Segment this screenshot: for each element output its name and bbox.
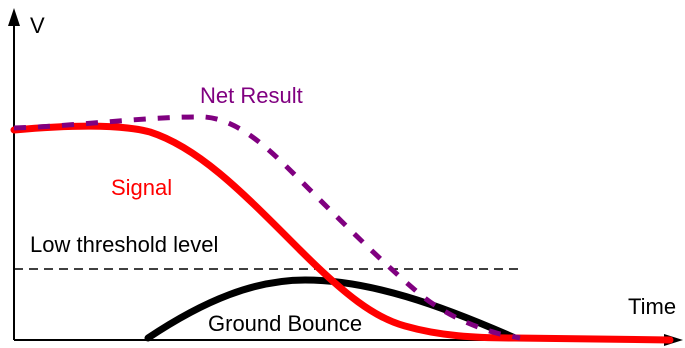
x-axis-label: Time [628, 294, 676, 319]
y-axis-arrowhead [8, 8, 20, 26]
net-result-curve [13, 114, 521, 341]
threshold-label: Low threshold level [30, 232, 218, 257]
signal-curve [10, 122, 674, 344]
signal-label: Signal [111, 175, 172, 200]
y-axis-label: V [30, 13, 45, 38]
net-result-label: Net Result [200, 83, 303, 108]
ground-bounce-label: Ground Bounce [208, 311, 362, 336]
